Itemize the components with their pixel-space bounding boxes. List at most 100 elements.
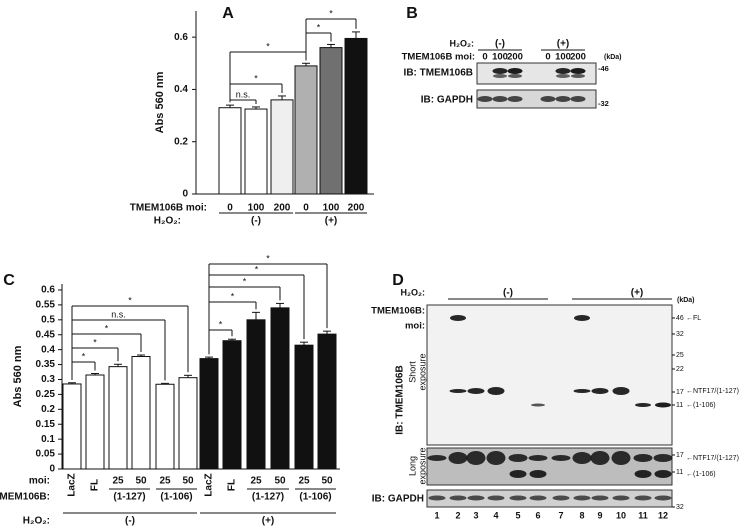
row-label: H₂O₂: <box>23 516 50 527</box>
y-tick-label: 0.05 <box>36 449 56 460</box>
group-label: (-) <box>125 516 135 527</box>
sig-label: * <box>93 337 97 347</box>
bar <box>270 307 290 470</box>
blot-label: IB: TMEM106B <box>395 365 406 434</box>
row-label: moi: <box>405 321 425 332</box>
band <box>654 470 672 478</box>
group-label: (1-106) <box>299 492 331 503</box>
band <box>507 68 523 74</box>
blot <box>426 304 673 446</box>
unit-label: (kDa) <box>604 54 622 61</box>
band-label: ←(1-106) <box>686 471 716 478</box>
row-label: TMEM106B moi: <box>130 203 207 214</box>
y-tick-label: 0.6 <box>41 285 55 296</box>
band <box>449 495 467 501</box>
group-label: (+) <box>262 516 275 527</box>
x-tick-label: 100 <box>323 203 340 214</box>
lane-label: 0 <box>545 52 550 63</box>
band <box>633 454 653 462</box>
band <box>467 495 485 501</box>
band <box>653 454 673 462</box>
group-label: (-) <box>495 39 505 50</box>
panel-label: C <box>3 272 15 289</box>
sig-label: * <box>243 276 247 286</box>
x-tick-label: 100 <box>248 203 265 214</box>
x-tick-label: LacZ <box>67 473 78 496</box>
y-tick-label: 0.4 <box>174 84 188 95</box>
blot-label: Short <box>407 361 417 383</box>
x-tick-label: 200 <box>274 203 291 214</box>
lane-number: 5 <box>515 510 520 520</box>
lane-label: 100 <box>492 52 508 63</box>
marker-label: 17 <box>676 452 684 459</box>
y-tick-label: 0.25 <box>36 389 56 400</box>
bar <box>294 344 314 470</box>
group-label: (1-106) <box>160 492 192 503</box>
band <box>573 495 591 501</box>
band <box>591 495 609 501</box>
sig-label: * <box>231 291 235 301</box>
blot-label: Long <box>407 456 417 476</box>
sig-label: * <box>254 73 258 83</box>
sig-label: * <box>105 323 109 333</box>
bar <box>155 383 175 470</box>
sig-label: * <box>255 264 259 274</box>
band <box>552 495 570 501</box>
marker-label: 25 <box>676 352 684 359</box>
x-tick-label: 25 <box>159 476 171 487</box>
bar <box>85 374 105 470</box>
group-label: (+) <box>325 216 338 227</box>
marker-label: 11 <box>676 402 683 409</box>
band <box>507 96 523 102</box>
bar <box>246 319 266 470</box>
band <box>508 74 522 78</box>
bar <box>108 366 128 470</box>
band <box>654 495 672 501</box>
band <box>509 495 527 501</box>
band-label: ←FL <box>686 315 701 322</box>
band <box>493 74 507 78</box>
sig-label: n.s. <box>111 309 126 319</box>
band-label: ←NTF17/(1-127) <box>686 455 739 462</box>
y-tick-label: 0.2 <box>174 136 188 147</box>
band <box>492 96 508 102</box>
bar <box>199 358 219 470</box>
y-tick-label: 0.4 <box>41 344 55 355</box>
y-tick-label: 0.5 <box>41 314 55 325</box>
band <box>590 451 610 465</box>
band <box>573 389 591 393</box>
lane-number: 3 <box>473 510 478 520</box>
lane-number: 11 <box>638 510 648 520</box>
sig-label: n.s. <box>236 89 251 99</box>
lane-label: 200 <box>570 52 586 63</box>
row-label: TMEM106B: <box>371 306 425 317</box>
y-tick-label: 0.45 <box>36 329 56 340</box>
y-tick-label: 0.55 <box>36 300 56 311</box>
sig-label: * <box>266 41 270 51</box>
row-label: moi: <box>29 476 50 487</box>
blot-label: IB: GAPDH <box>421 95 473 106</box>
band <box>448 452 468 464</box>
row-label: H₂O₂: <box>401 287 426 297</box>
band <box>487 495 505 501</box>
x-tick-label: 25 <box>298 476 310 487</box>
marker-label: 17 <box>676 389 684 396</box>
marker-label: 32 <box>676 331 684 338</box>
blot-label: IB: GAPDH <box>372 494 424 505</box>
bar <box>218 107 242 195</box>
lane-label: 100 <box>555 52 571 63</box>
blot <box>426 489 673 508</box>
marker-label: 11 <box>676 469 683 476</box>
blot-label: exposure <box>417 447 427 484</box>
band <box>570 68 586 74</box>
y-tick-label: 0 <box>182 189 188 200</box>
y-tick-label: 0.2 <box>41 404 55 415</box>
group-label: (+) <box>631 288 644 299</box>
band <box>467 388 485 394</box>
band <box>540 96 556 102</box>
row-label: TMEM106B moi: <box>402 52 475 63</box>
sig-label: * <box>317 22 321 32</box>
marker-label: -32 <box>598 99 609 108</box>
lane-number: 4 <box>493 510 498 520</box>
